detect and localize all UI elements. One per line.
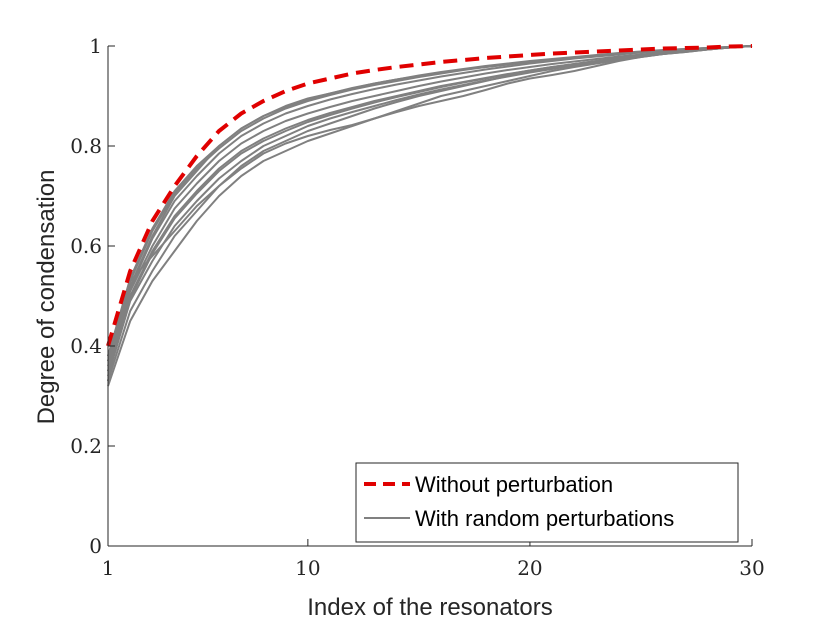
- x-tick-label: 10: [295, 556, 320, 580]
- y-tick-label: 0.4: [70, 334, 102, 358]
- legend: Without perturbation With random perturb…: [355, 462, 739, 543]
- y-tick-label: 0.6: [70, 234, 102, 258]
- series-line-perturbed-8: [107, 45, 753, 382]
- y-tick-label: 1: [89, 34, 102, 58]
- series-line-perturbed-3: [107, 45, 753, 387]
- series-layer: [106, 44, 753, 387]
- y-tick-label: 0.2: [70, 434, 102, 458]
- y-axis-title: Degree of condensation: [33, 170, 60, 425]
- series-line-without-perturbation: [106, 44, 753, 347]
- y-tick-label: 0: [89, 534, 102, 558]
- axes-layer: [107, 45, 753, 547]
- x-axis-title: Index of the resonators: [307, 594, 552, 621]
- y-tick-label: 0.8: [70, 134, 102, 158]
- tick-label-layer: 1 10 20 30 0 0.2 0.4 0.6 0.8 1: [70, 34, 765, 580]
- x-tick-label: 20: [517, 556, 542, 580]
- legend-label-with-random-perturbations: With random perturbations: [415, 506, 674, 531]
- x-tick-label: 1: [102, 556, 115, 580]
- series-line-perturbed-4: [107, 45, 753, 372]
- x-tick-label: 30: [739, 556, 764, 580]
- series-line-perturbed-10: [107, 45, 753, 372]
- legend-label-without-perturbation: Without perturbation: [415, 472, 613, 497]
- legend-box: [355, 462, 739, 543]
